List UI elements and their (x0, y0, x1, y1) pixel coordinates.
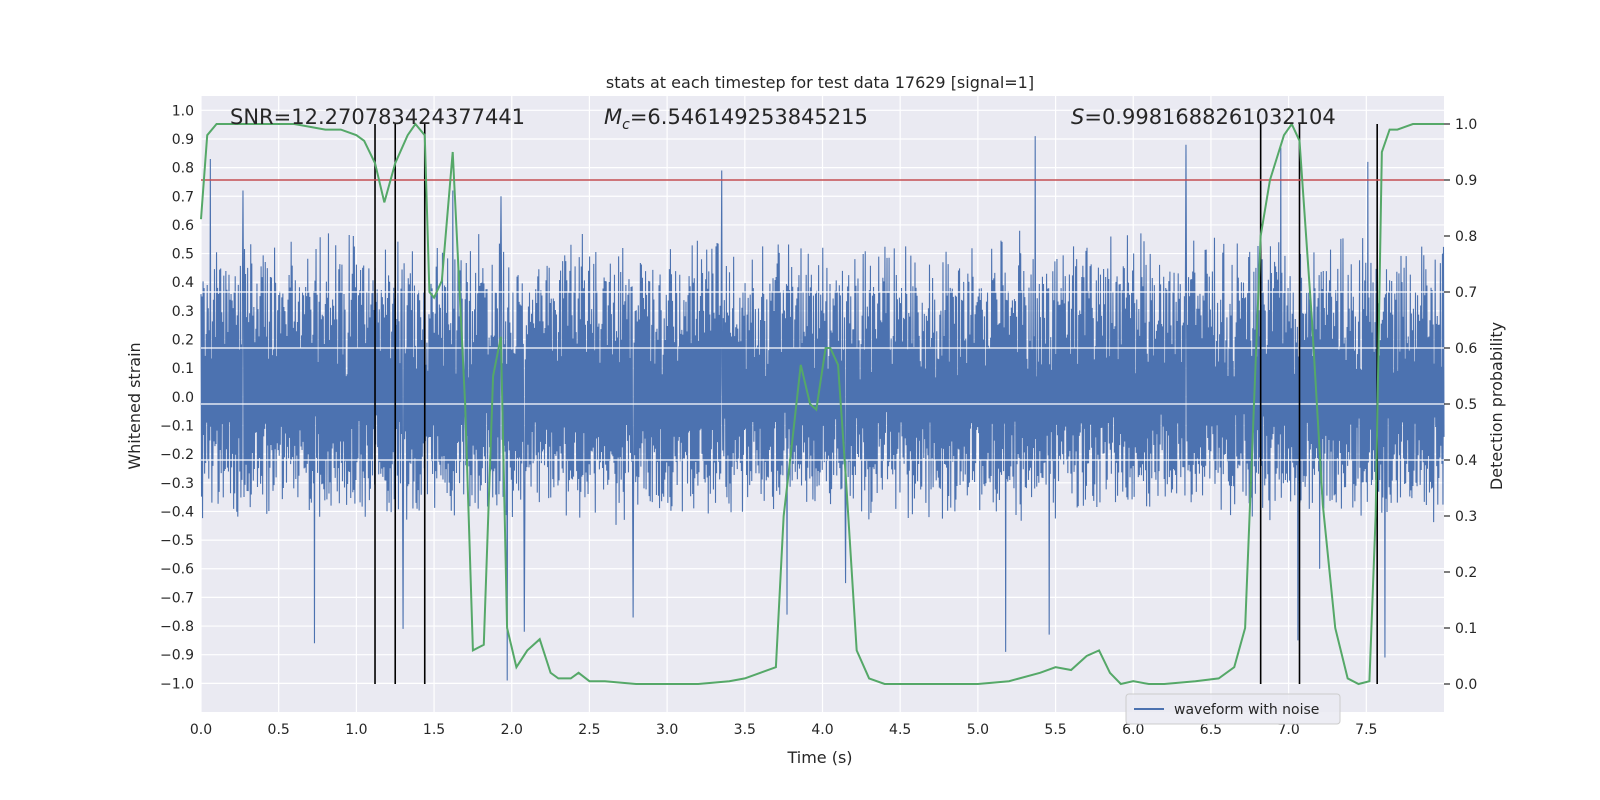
y2-axis-label: Detection probability (1487, 322, 1506, 490)
x-tick-label: 4.0 (811, 722, 833, 738)
legend-entry: waveform with noise (1174, 702, 1319, 718)
y-tick-label: −0.9 (160, 648, 194, 664)
y-tick-label: −0.1 (160, 418, 194, 434)
x-tick-label: 3.0 (656, 722, 678, 738)
y-tick-label: 0.2 (172, 333, 194, 349)
snr-annotation: SNR=12.270783424377441 (230, 105, 525, 129)
y2-tick-label: 0.6 (1455, 341, 1477, 357)
y-tick-label: 1.0 (172, 103, 194, 119)
chirp-mass-subscript: c (622, 117, 630, 133)
chirp-mass-symbol: M (604, 105, 622, 129)
x-tick-label: 1.0 (345, 722, 367, 738)
x-tick-label: 0.5 (268, 722, 290, 738)
y-tick-label: −0.7 (160, 590, 194, 606)
y-tick-label: 0.8 (172, 161, 194, 177)
y-tick-label: −0.2 (160, 447, 194, 463)
x-tick-label: 5.5 (1044, 722, 1066, 738)
x-axis-label: Time (s) (786, 748, 852, 767)
y-tick-label: 0.1 (172, 361, 194, 377)
y-tick-label: 0.3 (172, 304, 194, 320)
y-tick-label: −0.4 (160, 504, 194, 520)
y2-tick-label: 0.5 (1455, 397, 1477, 413)
y2-tick-label: 1.0 (1455, 117, 1477, 133)
y2-tick-label: 0.9 (1455, 173, 1477, 189)
s-annotation: S=0.9981688261032104 (1071, 105, 1336, 129)
y-axis-label: Whitened strain (125, 342, 144, 469)
y2-tick-label: 0.2 (1455, 565, 1477, 581)
x-tick-label: 1.5 (423, 722, 445, 738)
s-value: =0.9981688261032104 (1084, 105, 1335, 129)
y2-tick-label: 0.4 (1455, 453, 1477, 469)
y-tick-label: 0.6 (172, 218, 194, 234)
x-tick-label: 7.5 (1355, 722, 1377, 738)
waveform-line (200, 136, 1445, 681)
y-tick-label: −1.0 (160, 676, 194, 692)
y-tick-label: −0.5 (160, 533, 194, 549)
y2-tick-label: 0.7 (1455, 285, 1477, 301)
y2-axis-ticks: 1.0 0.9 0.8 0.7 0.6 0.5 0.4 0.3 0.2 0.1 0.0 (1444, 117, 1477, 693)
y-tick-label: −0.3 (160, 476, 194, 492)
x-tick-label: 4.5 (889, 722, 911, 738)
y-tick-label: −0.6 (160, 562, 194, 578)
y-tick-label: 0.7 (172, 189, 194, 205)
y-tick-label: 0.5 (172, 247, 194, 263)
x-tick-label: 6.0 (1122, 722, 1144, 738)
x-axis-ticks: 0.0 0.5 1.0 1.5 2.0 2.5 3.0 3.5 4.0 4.5 5.0 5.5 6.0 6… (190, 722, 1378, 738)
x-tick-label: 2.0 (501, 722, 523, 738)
x-tick-label: 6.5 (1200, 722, 1222, 738)
y-tick-label: −0.8 (160, 619, 194, 635)
legend-box (1125, 693, 1341, 725)
waveform-series (200, 136, 1445, 681)
y-axis-ticks: 1.0 0.9 0.8 0.7 0.6 0.5 0.4 0.3 0.2 0.1 0.0 −0.1 −0.… (160, 103, 194, 692)
chirp-mass-value: =6.546149253845215 (630, 105, 868, 129)
probability-line (200, 121, 1444, 686)
x-tick-label: 7.0 (1277, 722, 1299, 738)
y-tick-label: 0.4 (172, 275, 194, 291)
s-symbol: S (1071, 105, 1084, 129)
x-tick-label: 0.0 (190, 722, 212, 738)
x-tick-label: 3.5 (734, 722, 756, 738)
y2-tick-label: 0.0 (1455, 677, 1477, 693)
y-tick-label: 0.9 (172, 132, 194, 148)
chirp-mass-annotation: Mc=6.546149253845215 (604, 105, 868, 133)
y2-tick-label: 0.8 (1455, 229, 1477, 245)
x-tick-label: 5.0 (967, 722, 989, 738)
chart-title: stats at each timestep for test data 176… (606, 73, 1034, 92)
legend: waveform with noise (1125, 693, 1341, 725)
x-tick-label: 2.5 (578, 722, 600, 738)
y2-tick-label: 0.1 (1455, 621, 1477, 637)
y-tick-label: 0.0 (172, 390, 194, 406)
y2-tick-label: 0.3 (1455, 509, 1477, 525)
